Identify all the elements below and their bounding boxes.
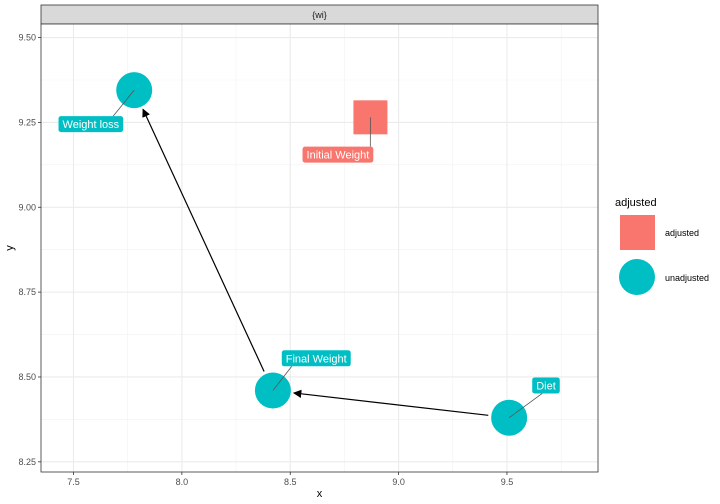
legend-title: adjusted [615,197,657,209]
point-label-leader [112,89,135,117]
x-tick-label: 8.0 [176,477,189,487]
point-labels: Initial Weight Weight loss Final Weight Die… [58,89,560,419]
point-label-box [302,146,374,163]
arrows [142,108,489,416]
y-axis-title: y [4,245,16,251]
legend-key-adjusted [620,215,655,250]
y-tick-label: 8.25 [18,457,36,467]
legend-label-unadjusted: unadjusted [665,273,709,283]
arrow-final-weight-to-weight-loss [142,108,265,372]
point-label-box [58,116,124,133]
grid-lines [41,24,598,472]
x-axis-title: x [317,488,323,500]
y-tick-label: 8.75 [18,287,36,297]
x-tick-label: 7.5 [67,477,80,487]
legend-key-unadjusted [619,259,655,295]
facet-strip-label: {wi} [312,10,327,20]
point-label-box [281,350,351,367]
point-label-diet: Diet [508,377,560,419]
y-tick-label: 9.00 [18,202,36,212]
plot-panel-border [40,23,599,473]
y-tick-label: 9.25 [18,117,36,127]
point-label-leader [508,393,543,419]
x-tick-label: 9.5 [501,477,514,487]
x-tick-label: 8.5 [284,477,297,487]
point-label-text: Weight loss [63,119,120,131]
legend-label-adjusted: adjusted [665,228,699,238]
point-label-text: Initial Weight [307,150,370,162]
point-label-leader [272,366,293,391]
arrow-diet-to-final-weight [292,389,489,416]
x-axis-ticks: 7.5 8.0 8.5 9.0 9.5 [67,472,513,487]
point-label-box [532,377,560,394]
point-label-initial-weight: Initial Weight [302,117,374,163]
y-tick-label: 8.50 [18,372,36,382]
x-tick-label: 9.0 [392,477,405,487]
point-label-weight-loss: Weight loss [58,89,135,133]
legend: adjusted adjusted unadjusted [615,197,709,295]
y-axis-ticks: 8.25 8.50 8.75 9.00 9.25 9.50 [18,33,41,467]
y-tick-label: 9.50 [18,33,36,43]
point-label-final-weight: Final Weight [272,350,351,391]
point-label-text: Final Weight [286,353,347,365]
point-label-text: Diet [536,380,556,392]
